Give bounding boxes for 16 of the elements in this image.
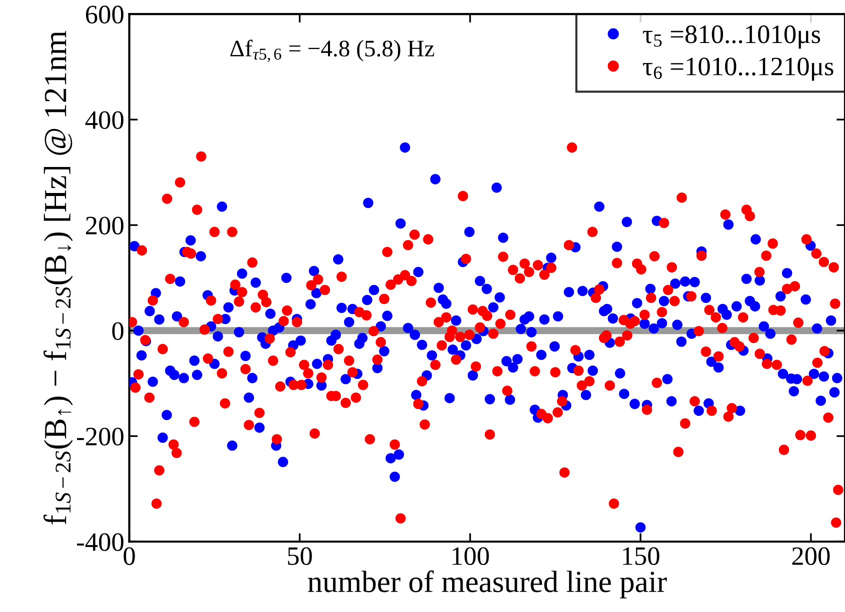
- text: f$_{1S−2S}$(B$_{↑}$) − f$_{1S−2S}$(B$_{↓}$) [Hz] @ 121nm: [44, 30, 73, 524]
- annotation: Δf$_{τ5,6}$ = −4.8 (5.8) Hz: [230, 40, 434, 62]
- legend-label: τ$_{6}$ =1010...1210μs: [642, 58, 834, 81]
- x-tick-label: 100: [452, 547, 489, 566]
- y-tick-label: -400: [77, 533, 124, 552]
- x-tick-label: 50: [288, 547, 312, 566]
- legend-label: τ$_{5}$ =810...1010μs: [642, 25, 820, 49]
- y-tick-label: 400: [85, 111, 124, 129]
- y-tick-label: -200: [77, 428, 124, 446]
- y-tick-label: 600: [86, 6, 124, 24]
- y-tick-label: 200: [86, 216, 124, 235]
- x-axis-title: number of measured line pair: [308, 570, 667, 598]
- x-tick-label: 0: [124, 547, 135, 566]
- y-tick-label: 0: [112, 322, 124, 340]
- x-tick-label: 200: [792, 547, 830, 566]
- x-tick-label: 150: [623, 547, 660, 566]
